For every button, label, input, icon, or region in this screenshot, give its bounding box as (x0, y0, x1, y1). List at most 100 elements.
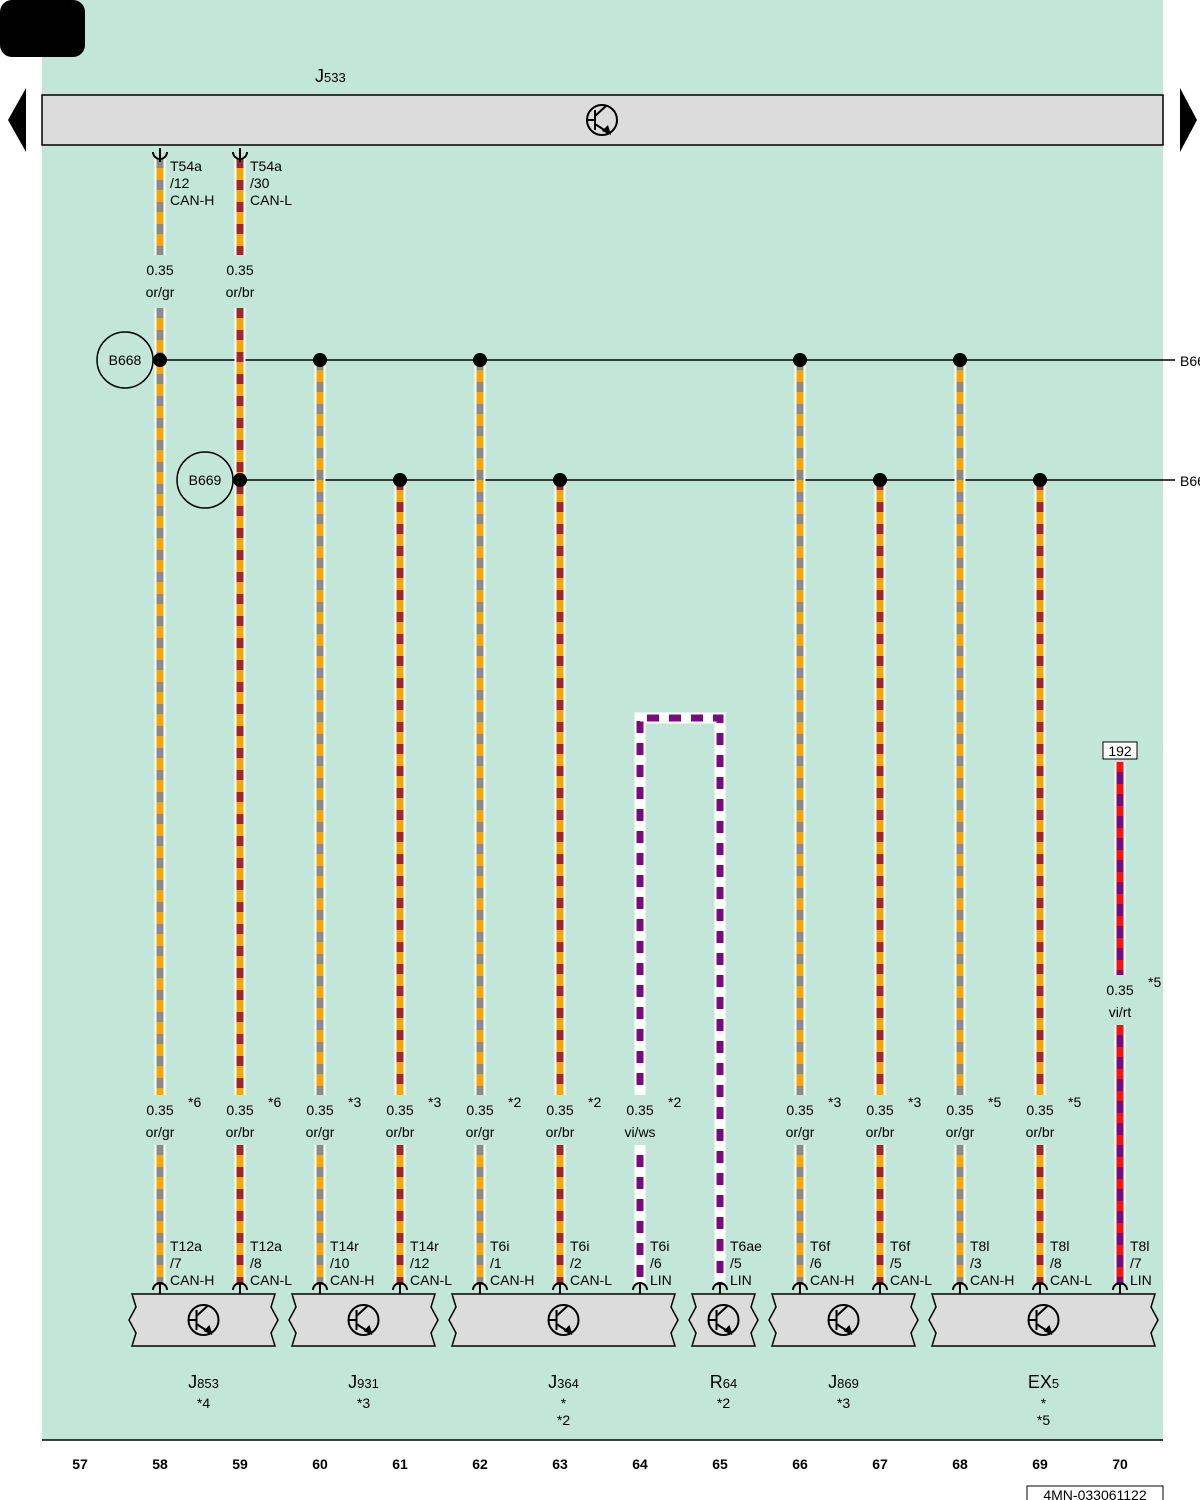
component-number: 364 (557, 1376, 579, 1391)
connector-pin (152, 1282, 168, 1294)
splice-dot (953, 353, 967, 367)
connector-label: T12a (170, 1238, 202, 1254)
component-note: * (1041, 1395, 1047, 1411)
column-number: 59 (232, 1456, 248, 1472)
connector-label: /7 (170, 1255, 182, 1271)
connector-label: CAN-H (810, 1272, 854, 1288)
connector-label: CAN-H (170, 192, 214, 208)
wire-color: or/br (1026, 1124, 1055, 1140)
component-box (288, 1293, 439, 1347)
wire-color: or/br (226, 284, 255, 300)
transistor-arrow (843, 1325, 853, 1335)
component-letter: J (548, 1372, 557, 1392)
connector-pin (952, 1282, 968, 1294)
wire-note: *3 (348, 1094, 361, 1110)
transistor-symbol (549, 1305, 572, 1334)
splice-dot (1033, 473, 1047, 487)
connector-label: T14r (410, 1238, 439, 1254)
column-number: 68 (952, 1456, 968, 1472)
splice-dot (793, 353, 807, 367)
component-box (928, 1293, 1159, 1347)
connector-label: /5 (730, 1255, 742, 1271)
component-note: *3 (357, 1395, 370, 1411)
connector-pin (552, 1282, 568, 1294)
wire-note: *5 (1068, 1094, 1081, 1110)
wire-size: 0.35 (306, 1102, 333, 1118)
component-note: *3 (837, 1395, 850, 1411)
component-box (688, 1293, 759, 1347)
connector-label: /6 (650, 1255, 662, 1271)
transistor-symbol (1027, 1304, 1060, 1336)
module-label: J533 (315, 66, 346, 86)
connector-label: /30 (250, 175, 270, 191)
transistor-symbol (709, 1305, 732, 1334)
connector-label: CAN-L (1050, 1272, 1092, 1288)
wire-color: or/gr (146, 1124, 175, 1140)
connector-pin (232, 1282, 248, 1294)
transistor-arrow (363, 1325, 373, 1335)
transistor-symbol (349, 1305, 372, 1334)
wire-size: 0.35 (146, 262, 173, 278)
connector-label: /1 (490, 1255, 502, 1271)
component-number: 869 (837, 1376, 859, 1391)
column-number: 63 (552, 1456, 568, 1472)
connector-label: /2 (570, 1255, 582, 1271)
splice-dot (473, 353, 487, 367)
splice-dot (393, 473, 407, 487)
column-number: 57 (72, 1456, 88, 1472)
connector-pin (152, 148, 168, 162)
connector-pin (232, 148, 248, 162)
component-note: *4 (197, 1395, 210, 1411)
transistor-symbol (827, 1304, 860, 1336)
page-tab (0, 0, 85, 57)
connector-label: CAN-H (330, 1272, 374, 1288)
connector-label: T54a (170, 158, 202, 174)
connector-pin (712, 1282, 728, 1294)
connector-label: /12 (170, 175, 190, 191)
wire-color: or/br (546, 1124, 575, 1140)
prev-arrow[interactable] (8, 88, 26, 152)
splice-dot (873, 473, 887, 487)
component-note: *5 (1037, 1412, 1050, 1428)
wire-color: or/gr (306, 1124, 335, 1140)
transistor-arrow (1043, 1325, 1053, 1335)
wire-size: 0.35 (386, 1102, 413, 1118)
connector-pin (392, 1282, 408, 1294)
wire-size: 0.35 (546, 1102, 573, 1118)
wire-size: 0.35 (786, 1102, 813, 1118)
column-number: 70 (1112, 1456, 1128, 1472)
connector-label: /8 (250, 1255, 262, 1271)
doc-id-box (1026, 1485, 1164, 1500)
transistor-symbol (187, 1304, 220, 1336)
transistor-symbol (547, 1304, 580, 1336)
connector-label: CAN-L (410, 1272, 452, 1288)
wire-color: or/gr (146, 284, 175, 300)
component-letter: EX (1028, 1372, 1052, 1392)
connector-label: T54a (250, 158, 282, 174)
connector-label: T6f (890, 1238, 910, 1254)
wire-note: *2 (668, 1094, 681, 1110)
wire-note: *2 (508, 1094, 521, 1110)
splice-label: B669 (189, 472, 222, 488)
column-number: 62 (472, 1456, 488, 1472)
component-label: EX5 (1028, 1372, 1059, 1392)
next-arrow[interactable] (1180, 88, 1197, 152)
wire-color: or/gr (946, 1124, 975, 1140)
wire (636, 714, 724, 1285)
background (42, 0, 1163, 1440)
column-number: 61 (392, 1456, 408, 1472)
wire-color: or/br (866, 1124, 895, 1140)
column-number: 67 (872, 1456, 888, 1472)
module-number: 533 (324, 70, 346, 85)
wire-color: vi/ws (624, 1124, 655, 1140)
transistor-symbol (829, 1305, 852, 1334)
transistor-symbol (347, 1304, 380, 1336)
module-letter: J (315, 66, 324, 86)
bus-bar (41, 94, 1164, 146)
component-letter: J (348, 1372, 357, 1392)
component-label: J853 (188, 1372, 219, 1392)
connector-label: LIN (1130, 1272, 1152, 1288)
splice-dot (153, 353, 167, 367)
wire-note: *5 (988, 1094, 1001, 1110)
connector-label: CAN-H (490, 1272, 534, 1288)
